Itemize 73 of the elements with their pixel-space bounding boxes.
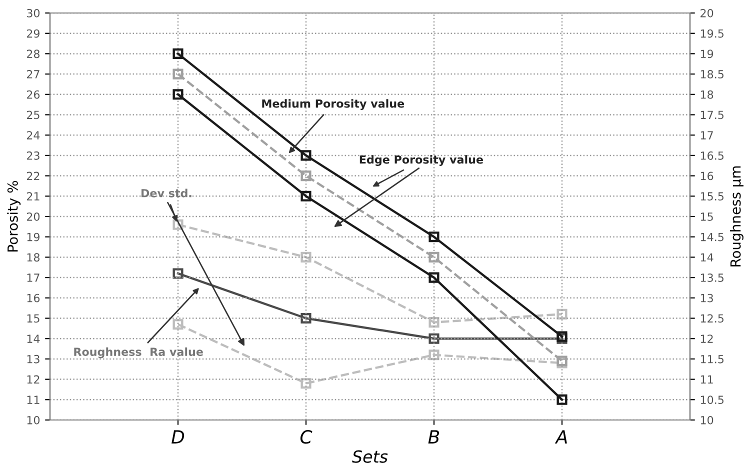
- y2-tick-label: 12: [700, 334, 713, 343]
- point: [172, 319, 184, 330]
- y2-axis-title: Roughness µm: [730, 166, 744, 266]
- y2-tick-label: 15: [700, 212, 713, 221]
- y2-tick-label: 19: [700, 50, 714, 58]
- y-tick-label: 10: [27, 416, 40, 424]
- x-tick-label: C: [300, 430, 312, 444]
- y-tick-label: 11: [27, 396, 40, 404]
- point: [300, 150, 312, 161]
- y2-tick-label: 10: [700, 416, 714, 424]
- y2-tick-label: 12.5: [700, 314, 724, 323]
- y-tick-label: 14: [27, 334, 40, 343]
- y-tick-label: 23: [26, 151, 40, 160]
- y2-tick-label: 11.5: [700, 355, 724, 364]
- y-tick-label: 12: [27, 375, 40, 384]
- y2-tick-label: 19.5: [700, 29, 724, 38]
- y-tick-label: 26: [26, 90, 40, 99]
- y-tick-label: 25: [26, 110, 40, 120]
- point: [172, 89, 184, 100]
- y-tick-label: 28: [26, 50, 40, 58]
- x-tick-label: B: [428, 430, 440, 444]
- y-tick-label: 22: [26, 172, 40, 180]
- point: [300, 252, 312, 262]
- point: [172, 68, 184, 80]
- y-tick-label: 20: [26, 212, 40, 221]
- point: [556, 308, 568, 320]
- y2-tick-label: 17.5: [700, 110, 724, 120]
- point: [556, 394, 568, 405]
- x-axis-title: Sets: [352, 450, 388, 463]
- y-tick-label: 24: [26, 131, 40, 140]
- y-axis-title: Porosity %: [7, 180, 21, 252]
- y2-tick-label: 10.5: [700, 396, 724, 404]
- y-tick-label: 29: [26, 29, 40, 38]
- annotation: Roughness Ra value: [74, 347, 203, 358]
- annotation: Medium Porosity value: [262, 99, 404, 110]
- annotation: Dev std.: [142, 188, 192, 198]
- point: [300, 190, 312, 202]
- y-tick-label: 19: [27, 232, 40, 242]
- y2-tick-label: 16: [700, 172, 714, 180]
- y-tick-label: 18: [27, 253, 40, 262]
- y-tick-label: 21: [26, 192, 40, 200]
- point: [172, 48, 184, 59]
- point: [428, 350, 440, 360]
- annotation: Edge Porosity value: [360, 155, 483, 166]
- y-tick-label: 13: [27, 354, 40, 364]
- point: [428, 317, 440, 328]
- point: [428, 252, 440, 262]
- y2-tick-label: 16.5: [700, 151, 724, 160]
- y-tick-label: 15: [27, 314, 40, 323]
- point: [300, 170, 312, 182]
- point: [300, 378, 312, 389]
- point: [428, 232, 440, 242]
- y2-tick-label: 18.5: [700, 70, 724, 78]
- point: [172, 268, 184, 279]
- y2-tick-label: 15.5: [700, 192, 724, 201]
- y2-tick-label: 18: [700, 90, 714, 99]
- point: [300, 312, 312, 324]
- x-tick-label: D: [172, 430, 184, 444]
- y-tick-label: 30: [26, 8, 40, 18]
- y2-tick-label: 17: [700, 131, 713, 140]
- y-tick-label: 27: [26, 70, 40, 78]
- y2-tick-label: 14.5: [700, 232, 724, 242]
- point: [428, 272, 440, 283]
- point: [428, 333, 440, 344]
- y2-tick-label: 20: [700, 8, 714, 18]
- y2-tick-label: 14: [700, 253, 714, 262]
- x-tick-label: A: [554, 430, 567, 444]
- y2-tick-label: 11: [700, 375, 713, 384]
- y-tick-label: 16: [27, 294, 40, 302]
- y2-tick-label: 13: [700, 294, 713, 302]
- point: [172, 219, 184, 230]
- y2-tick-label: 13.5: [700, 274, 724, 282]
- y-tick-label: 17: [27, 274, 40, 282]
